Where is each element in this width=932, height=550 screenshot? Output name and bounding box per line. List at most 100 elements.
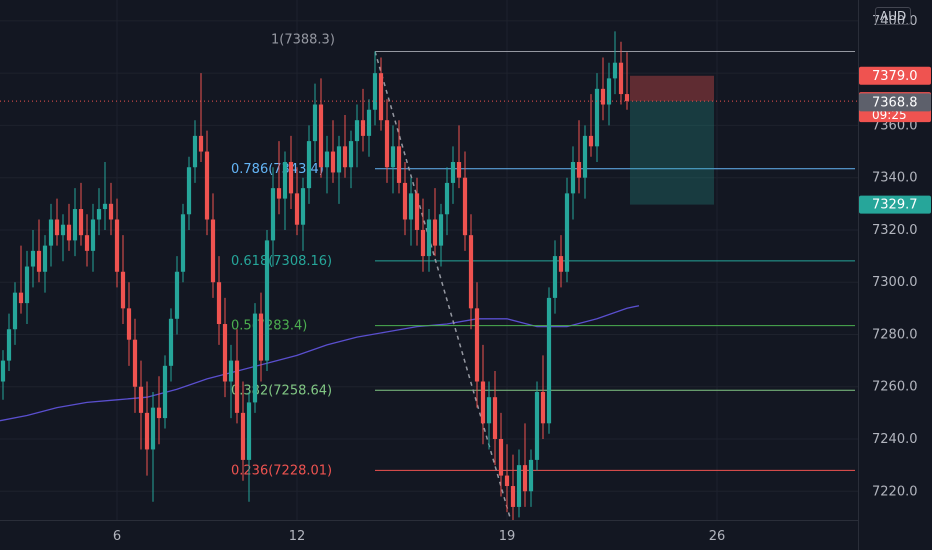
candle-body: [552, 256, 558, 298]
candle-body: [12, 292, 18, 330]
y-tick-label: 7400.0: [872, 14, 918, 29]
currency-badge[interactable]: AUD: [875, 7, 912, 25]
candle-body: [0, 360, 6, 382]
candle-body: [606, 78, 612, 105]
candle-body: [294, 193, 300, 225]
candle-body: [42, 245, 48, 272]
candle-body: [54, 219, 60, 236]
candle-body: [474, 308, 480, 382]
price-label-box: [859, 66, 931, 85]
short-position-tool[interactable]: [630, 75, 714, 205]
candle-body: [72, 209, 78, 241]
price-label-text: 7329.7: [872, 198, 918, 213]
candle-body: [594, 88, 600, 147]
candle-body: [528, 459, 534, 492]
candle-body: [150, 407, 156, 450]
candle-body: [360, 120, 366, 136]
candle-body: [378, 73, 384, 121]
price-label-text: 7379.0: [872, 69, 918, 84]
candle-body: [330, 151, 336, 173]
candle-body: [384, 120, 390, 168]
candle-body: [624, 94, 630, 102]
fib-trend-line: [374, 51, 514, 529]
y-tick-label: 7360.0: [872, 118, 918, 133]
candle-body: [498, 438, 504, 476]
candle-body: [510, 486, 516, 507]
candle-body: [564, 193, 570, 272]
price-axis[interactable]: 7400.07380.07360.07340.07320.07300.07280…: [858, 0, 932, 550]
candle-body: [558, 256, 564, 272]
candle-body: [144, 412, 150, 450]
candle-body: [156, 407, 162, 419]
candle-body: [570, 162, 576, 194]
x-tick-label: 19: [499, 529, 516, 544]
candle-body: [300, 188, 306, 225]
y-tick-label: 7300.0: [872, 275, 918, 290]
candle-body: [288, 162, 294, 194]
candle-body: [114, 219, 120, 272]
candle-body: [264, 240, 270, 361]
candle-body: [192, 135, 198, 168]
candle-body: [480, 381, 486, 424]
fib-level-label: 0.382(7258.64): [231, 383, 332, 398]
candle-body: [588, 135, 594, 147]
candle-body: [396, 146, 402, 183]
candle-body: [336, 146, 342, 173]
candle-body: [120, 271, 126, 309]
y-tick-label: 7320.0: [872, 223, 918, 238]
candle-body: [198, 135, 204, 152]
price-axis-background: [858, 0, 932, 550]
candle-body: [312, 104, 318, 142]
candle-body: [468, 235, 474, 309]
candle-body: [324, 151, 330, 168]
candle-body: [354, 120, 360, 142]
y-tick-label: 7220.0: [872, 484, 918, 499]
candle-body: [408, 193, 414, 220]
fib-level-label: 0.786(7343.4): [231, 162, 324, 177]
candle-body: [456, 162, 462, 178]
candle-body: [138, 386, 144, 413]
candle-body: [426, 219, 432, 257]
fib-retracement[interactable]: 1(7388.3) 0.786(7343.4) 0.618(7308.16) 0.5(…: [231, 32, 855, 529]
candle-body: [576, 162, 582, 178]
candle-body: [90, 219, 96, 251]
candle-body: [240, 412, 246, 460]
candle-body: [444, 182, 450, 215]
candle-body: [108, 203, 114, 220]
candle-body: [492, 397, 498, 439]
candle-body: [204, 151, 210, 220]
candle-body: [126, 308, 132, 340]
candle-body: [600, 88, 606, 105]
candle-body: [438, 214, 444, 246]
candle-body: [348, 141, 354, 168]
candle-body: [234, 360, 240, 413]
stop-loss-zone: [630, 75, 714, 102]
candles: [0, 31, 630, 528]
time-axis[interactable]: 6 12 19 26: [0, 520, 858, 550]
candle-body: [414, 193, 420, 230]
candle-body: [48, 219, 54, 246]
candle-body: [210, 219, 216, 283]
candle-body: [18, 292, 24, 304]
take-profit-zone: [630, 101, 714, 205]
y-tick-label: 7260.0: [872, 380, 918, 395]
candle-body: [504, 475, 510, 487]
candle-body: [168, 318, 174, 366]
y-tick-label: 7340.0: [872, 171, 918, 186]
candle-body: [390, 146, 396, 168]
candle-body: [132, 339, 138, 387]
candle-body: [342, 146, 348, 168]
candle-body: [246, 402, 252, 460]
price-label-text: 7368.8: [872, 95, 918, 110]
candle-body: [270, 188, 276, 241]
candle-body: [450, 162, 456, 183]
time-axis-background: [0, 520, 858, 550]
candle-body: [30, 250, 36, 267]
candle-body: [462, 177, 468, 236]
price-label-box: [859, 93, 931, 112]
candle-body: [372, 73, 378, 110]
candle-body: [66, 224, 72, 241]
